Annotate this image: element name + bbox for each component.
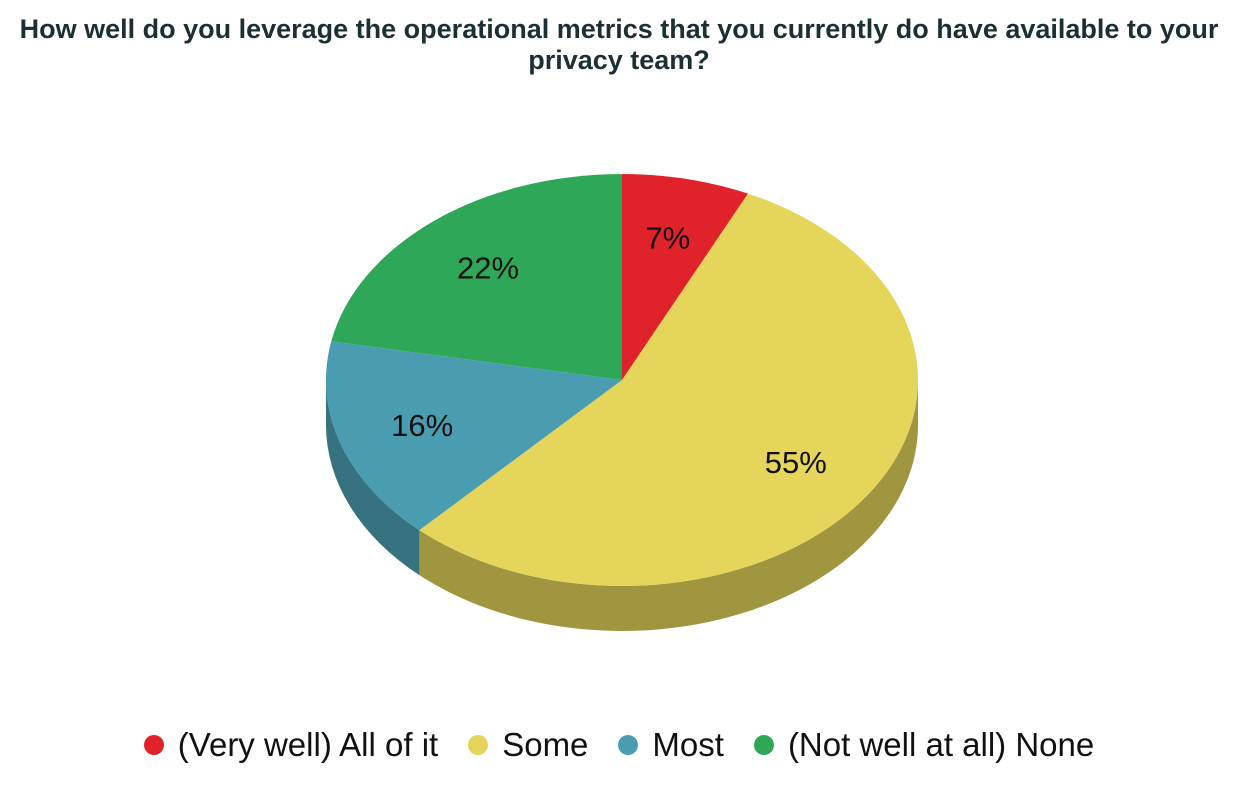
legend-label: Some <box>502 726 589 763</box>
chart-title: How well do you leverage the operational… <box>19 14 1219 75</box>
pie-slice <box>331 174 622 380</box>
data-label: 7% <box>645 220 690 255</box>
pie-slice <box>419 193 918 586</box>
legend-item[interactable]: Some <box>468 726 588 764</box>
legend-label: (Very well) All of it <box>177 726 439 763</box>
legend-label: Most <box>652 726 724 763</box>
data-label: 16% <box>391 408 453 443</box>
legend-marker-icon <box>618 735 639 755</box>
legend: (Very well) All of it Some Most (Not well a… <box>0 726 1238 764</box>
legend-marker-icon <box>143 735 164 755</box>
data-label: 55% <box>765 445 827 480</box>
legend-item[interactable]: Most <box>618 726 724 764</box>
legend-item[interactable]: (Not well at all) None <box>753 726 1095 764</box>
data-label: 22% <box>457 250 519 285</box>
pie-chart: 7% 55% 16% 22% <box>325 174 918 631</box>
legend-item[interactable]: (Very well) All of it <box>143 726 439 764</box>
pie-slice-side <box>419 380 918 631</box>
legend-marker-icon <box>468 735 489 755</box>
legend-label: (Not well at all) None <box>787 726 1095 763</box>
pie-slice <box>325 341 622 531</box>
pie-slice <box>622 174 749 380</box>
pie-slice-side <box>326 380 420 576</box>
legend-marker-icon <box>753 735 774 755</box>
